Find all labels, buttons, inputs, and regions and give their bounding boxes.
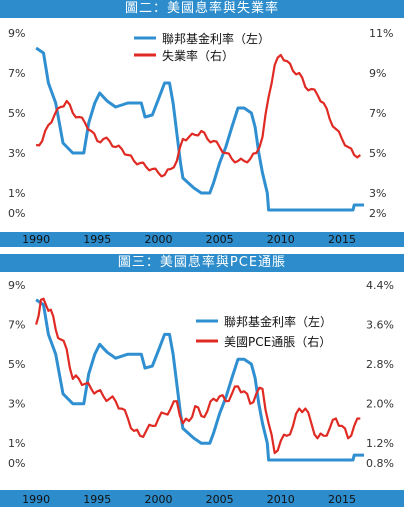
y-left-tick-label: 5%: [8, 358, 25, 371]
x-tick-label: 1995: [83, 493, 111, 506]
x-tick-label: 2000: [144, 233, 172, 246]
y-left-tick-label: 3%: [8, 398, 25, 411]
y-right-tick-label: 5%: [369, 147, 386, 160]
y-left-tick-label: 3%: [8, 147, 25, 160]
x-tick-label: 2010: [267, 493, 295, 506]
x-tick-label: 2015: [328, 493, 356, 506]
y-left-tick-label: 0%: [8, 207, 25, 220]
y-right-tick-label: 4.4%: [366, 279, 394, 292]
x-tick-label: 1990: [22, 233, 50, 246]
y-right-tick-label: 7%: [369, 107, 386, 120]
y-right-tick-label: 0.8%: [366, 457, 394, 470]
y-right-tick-label: 3.6%: [366, 319, 394, 332]
chart-title: 圖二：美國息率與失業率: [0, 0, 404, 18]
y-left-tick-label: 7%: [8, 67, 25, 80]
chart-title: 圖三：美國息率與PCE通脹: [0, 254, 404, 272]
y-left-tick-label: 9%: [8, 27, 25, 40]
series-line-right: [35, 53, 361, 178]
x-tick-label: 1995: [83, 233, 111, 246]
y-right-tick-label: 2.0%: [366, 398, 394, 411]
y-left-tick-label: 1%: [8, 187, 25, 200]
y-left-tick-label: 9%: [8, 279, 25, 292]
chart-panel-unemployment: 圖二：美國息率與失業率 9% 7% 5% 3% 1% 0% 11% 9% 7% 5% 3% 2% 199…: [0, 0, 404, 248]
x-tick-label: 2015: [328, 233, 356, 246]
x-tick-label: 1990: [22, 493, 50, 506]
y-left-tick-label: 5%: [8, 107, 25, 120]
y-left-tick-label: 7%: [8, 319, 25, 332]
y-right-tick-label: 9%: [369, 67, 386, 80]
x-axis-band: [0, 490, 404, 507]
y-left-tick-label: 0%: [8, 457, 25, 470]
x-tick-label: 2010: [267, 233, 295, 246]
chart-unemployment-svg: 9% 7% 5% 3% 1% 0% 11% 9% 7% 5% 3% 2% 1990 1995 2000 200…: [0, 27, 404, 247]
legend-label: 美國PCE通脹（右）: [224, 334, 331, 349]
x-tick-label: 2000: [144, 493, 172, 506]
legend-label: 聯邦基金利率（左）: [162, 31, 270, 46]
x-tick-label: 2005: [206, 493, 234, 506]
legend-label: 聯邦基金利率（左）: [224, 314, 332, 329]
x-axis-band: [0, 232, 404, 247]
x-tick-label: 2005: [206, 233, 234, 246]
y-right-tick-label: 11%: [369, 27, 393, 40]
y-right-tick-label: 2%: [369, 207, 386, 220]
chart-pce-svg: 9% 7% 5% 3% 1% 0% 4.4% 3.6% 2.8% 2.0% 1.2% 0.8% 1990…: [0, 279, 404, 507]
series-line-fed-funds: [35, 46, 364, 212]
series-line-right: [35, 297, 361, 455]
y-right-tick-label: 1.2%: [366, 437, 394, 450]
legend-label: 失業率（右）: [162, 48, 234, 63]
y-left-tick-label: 1%: [8, 437, 25, 450]
chart-panel-pce: 圖三：美國息率與PCE通脹 9% 7% 5% 3% 1% 0% 4.4% 3.6% 2.8% 2.…: [0, 254, 404, 508]
y-right-tick-label: 3%: [369, 187, 386, 200]
y-right-tick-label: 2.8%: [366, 358, 394, 371]
